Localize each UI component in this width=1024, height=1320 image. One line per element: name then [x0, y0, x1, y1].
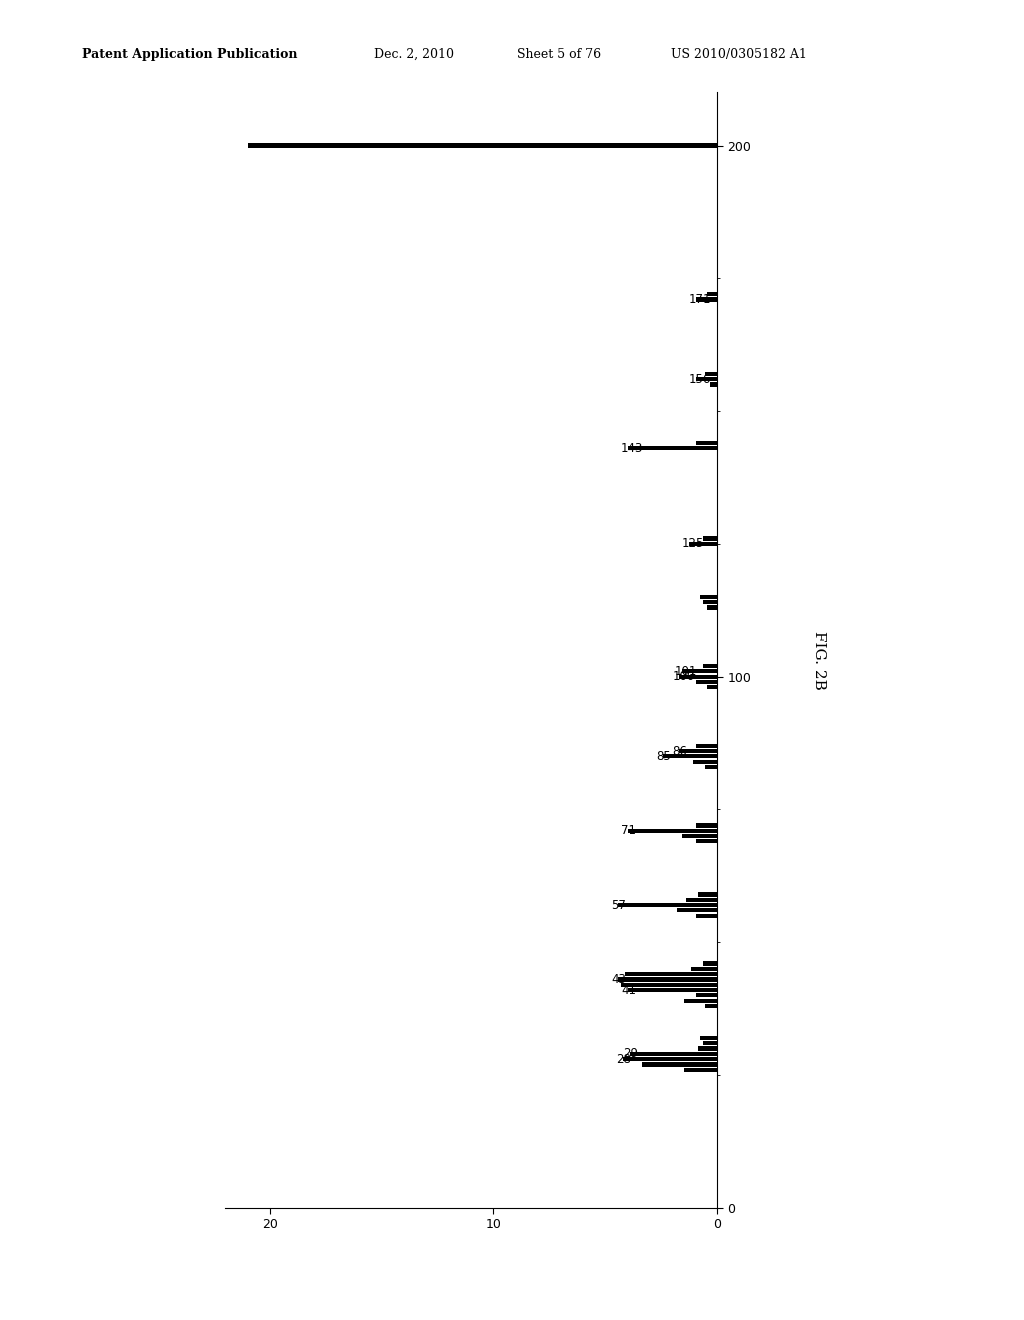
Text: FIG. 2B: FIG. 2B	[812, 631, 826, 689]
Bar	[248, 144, 717, 148]
Bar	[618, 977, 717, 982]
Bar	[698, 892, 717, 896]
Bar	[684, 998, 717, 1003]
Bar	[708, 685, 717, 689]
Text: 156: 156	[689, 372, 712, 385]
Text: 101: 101	[675, 665, 697, 678]
Bar	[626, 972, 717, 977]
Text: 28: 28	[616, 1052, 631, 1065]
Bar	[702, 961, 717, 966]
Bar	[682, 669, 717, 673]
Bar	[706, 764, 717, 770]
Bar	[695, 680, 717, 684]
Bar	[691, 966, 717, 972]
Bar	[630, 1052, 717, 1056]
Bar	[708, 606, 717, 610]
Text: Sheet 5 of 76: Sheet 5 of 76	[517, 48, 601, 61]
Bar	[695, 297, 717, 302]
Bar	[710, 383, 717, 387]
Bar	[628, 829, 717, 833]
Bar	[695, 441, 717, 445]
Text: 171: 171	[689, 293, 712, 306]
Text: 86: 86	[673, 744, 687, 758]
Text: 29: 29	[624, 1047, 638, 1060]
Bar	[700, 1036, 717, 1040]
Text: Patent Application Publication: Patent Application Publication	[82, 48, 297, 61]
Bar	[695, 743, 717, 748]
Text: 57: 57	[611, 899, 627, 912]
Bar	[663, 754, 717, 759]
Bar	[702, 536, 717, 541]
Bar	[702, 601, 717, 605]
Bar	[695, 824, 717, 828]
Text: 85: 85	[656, 750, 671, 763]
Bar	[628, 446, 717, 450]
Text: US 2010/0305182 A1: US 2010/0305182 A1	[671, 48, 807, 61]
Bar	[702, 664, 717, 668]
Bar	[621, 982, 717, 987]
Text: 43: 43	[611, 973, 627, 986]
Bar	[706, 372, 717, 376]
Bar	[706, 1003, 717, 1008]
Text: Dec. 2, 2010: Dec. 2, 2010	[374, 48, 454, 61]
Bar	[695, 993, 717, 998]
Text: 143: 143	[621, 442, 643, 455]
Text: 71: 71	[621, 824, 636, 837]
Bar	[700, 595, 717, 599]
Bar	[618, 903, 717, 907]
Bar	[686, 898, 717, 902]
Text: 100: 100	[673, 671, 695, 684]
Bar	[693, 759, 717, 764]
Bar	[695, 913, 717, 917]
Bar	[698, 1047, 717, 1051]
Bar	[679, 748, 717, 754]
Bar	[628, 987, 717, 993]
Bar	[702, 1041, 717, 1045]
Text: 125: 125	[682, 537, 705, 550]
Bar	[677, 908, 717, 912]
Bar	[689, 541, 717, 546]
Bar	[708, 292, 717, 297]
Bar	[695, 378, 717, 381]
Bar	[623, 1057, 717, 1061]
Bar	[684, 1068, 717, 1072]
Bar	[695, 840, 717, 843]
Bar	[682, 834, 717, 838]
Bar	[679, 675, 717, 678]
Text: 41: 41	[621, 983, 636, 997]
Bar	[642, 1063, 717, 1067]
